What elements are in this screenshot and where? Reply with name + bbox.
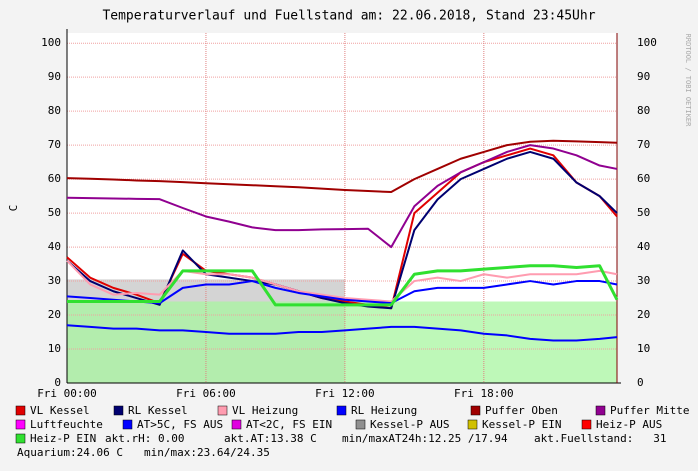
y-tick-label: 80 [48, 104, 61, 117]
series-line [66, 280, 618, 305]
y-tick-label: 90 [48, 70, 61, 83]
watermark: RRDTOOL / TOBI OETIKER [684, 34, 692, 128]
y2-tick-label: 30 [637, 274, 650, 287]
status-text: Aquarium:24.06 C [17, 446, 123, 459]
y-tick-label: 20 [48, 308, 61, 321]
status-text: akt.rH: 0.00 [105, 432, 184, 445]
legend-label: Heiz-P EIN [30, 432, 96, 445]
y-tick-label: 40 [48, 240, 61, 253]
legend-label: Kessel-P EIN [482, 418, 561, 431]
series-line [66, 259, 618, 303]
legend-swatch [231, 419, 242, 430]
y2-tick-label: 90 [637, 70, 650, 83]
legend-label: RL Kessel [128, 404, 188, 417]
legend-swatch [467, 419, 478, 430]
status-text: akt.Fuellstand: 31 [534, 432, 666, 445]
x-tick-label: Fri 00:00 [37, 387, 97, 400]
series-line [66, 139, 618, 194]
legend-label: Kessel-P AUS [370, 418, 449, 431]
legend-swatch [122, 419, 133, 430]
y-tick-label: 0 [54, 376, 61, 389]
y2-tick-label: 70 [637, 138, 650, 151]
y-tick-label: 100 [41, 36, 61, 49]
x-tick-label: Fri 12:00 [315, 387, 375, 400]
y2-tick-label: 80 [637, 104, 650, 117]
legend-swatch [595, 405, 606, 416]
status-text: min/max:23.64/24.35 [144, 446, 270, 459]
series-line [66, 150, 618, 310]
legend-swatch [355, 419, 366, 430]
y2-tick-label: 20 [637, 308, 650, 321]
legend-swatch [15, 405, 26, 416]
legend-swatch [113, 405, 124, 416]
legend-label: Puffer Oben [485, 404, 558, 417]
legend-label: Puffer Mitte [610, 404, 689, 417]
legend-label: AT>5C, FS AUS [137, 418, 223, 431]
y-axis-label: C [7, 205, 20, 212]
status-text: min/maxAT24h:12.25 /17.94 [342, 432, 508, 445]
x-tick-label: Fri 18:00 [454, 387, 514, 400]
x-tick-label: Fri 06:00 [176, 387, 236, 400]
y2-tick-label: 10 [637, 342, 650, 355]
legend-swatch [217, 405, 228, 416]
legend-label: Heiz-P AUS [596, 418, 662, 431]
legend-swatch [15, 433, 26, 444]
legend-label: RL Heizung [351, 404, 417, 417]
legend-swatch [336, 405, 347, 416]
legend-label: VL Heizung [232, 404, 298, 417]
y2-tick-label: 50 [637, 206, 650, 219]
area [67, 301, 617, 383]
legend-swatch [15, 419, 26, 430]
y2-tick-label: 100 [637, 36, 657, 49]
y2-tick-label: 60 [637, 172, 650, 185]
y2-tick-label: 40 [637, 240, 650, 253]
legend-label: AT<2C, FS EIN [246, 418, 332, 431]
legend-swatch [581, 419, 592, 430]
series-line [66, 144, 618, 249]
legend-label: Luftfeuchte [30, 418, 103, 431]
y-tick-label: 50 [48, 206, 61, 219]
legend-swatch [470, 405, 481, 416]
y-tick-label: 10 [48, 342, 61, 355]
series-line [67, 264, 619, 307]
y2-tick-label: 0 [637, 376, 644, 389]
series-line [66, 324, 618, 342]
status-text: akt.AT:13.38 C [224, 432, 317, 445]
legend-label: VL Kessel [30, 404, 90, 417]
chart-title: Temperaturverlauf und Fuellstand am: 22.… [102, 9, 595, 24]
y-tick-label: 70 [48, 138, 61, 151]
y-tick-label: 60 [48, 172, 61, 185]
y-tick-label: 30 [48, 274, 61, 287]
